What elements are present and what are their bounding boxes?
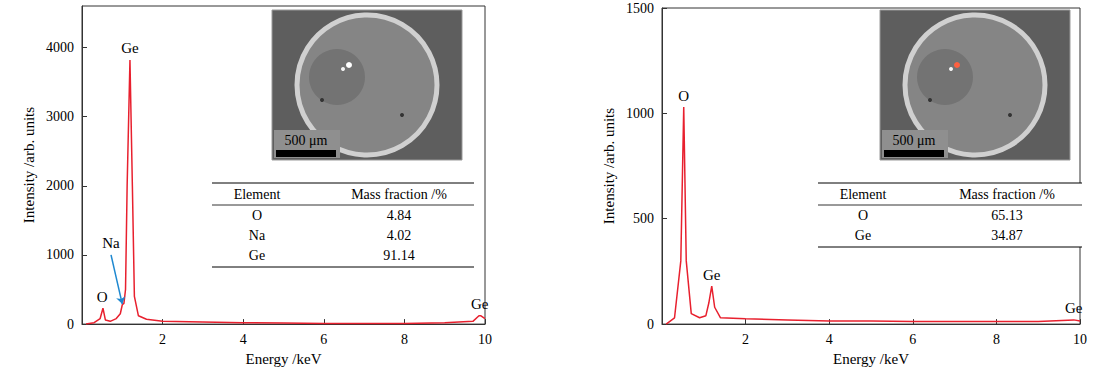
svg-text:O: O — [252, 208, 262, 223]
svg-text:Ge: Ge — [703, 267, 721, 283]
svg-text:6: 6 — [909, 332, 916, 347]
svg-text:8: 8 — [993, 332, 1000, 347]
svg-text:Ge: Ge — [1065, 300, 1083, 316]
svg-text:8: 8 — [401, 332, 408, 347]
svg-text:500: 500 — [633, 211, 654, 226]
svg-text:Na: Na — [249, 228, 266, 243]
svg-text:0: 0 — [647, 317, 654, 332]
svg-text:Energy /keV: Energy /keV — [833, 351, 909, 367]
svg-text:4: 4 — [826, 332, 833, 347]
svg-text:2: 2 — [742, 332, 749, 347]
svg-text:0: 0 — [67, 317, 74, 332]
svg-text:6: 6 — [320, 332, 327, 347]
svg-text:Mass fraction /%: Mass fraction /% — [351, 187, 447, 202]
svg-text:Ge: Ge — [121, 40, 139, 56]
svg-text:10: 10 — [1073, 332, 1087, 347]
svg-text:Element: Element — [840, 187, 887, 202]
svg-text:1500: 1500 — [626, 1, 654, 16]
svg-text:Na: Na — [102, 235, 120, 251]
svg-text:34.87: 34.87 — [991, 228, 1023, 243]
svg-text:Ge: Ge — [249, 248, 265, 263]
svg-text:O: O — [858, 208, 868, 223]
svg-text:4.02: 4.02 — [387, 228, 412, 243]
svg-text:Intensity /arb. units: Intensity /arb. units — [21, 107, 37, 223]
svg-text:O: O — [97, 289, 108, 305]
svg-text:4: 4 — [240, 332, 247, 347]
svg-text:O: O — [678, 88, 689, 104]
svg-text:65.13: 65.13 — [991, 208, 1023, 223]
svg-text:Energy /keV: Energy /keV — [246, 351, 322, 367]
svg-text:Intensity /arb. units: Intensity /arb. units — [601, 108, 617, 224]
svg-text:1000: 1000 — [46, 247, 74, 262]
svg-text:10: 10 — [478, 332, 492, 347]
svg-text:Element: Element — [234, 187, 281, 202]
svg-text:Mass fraction /%: Mass fraction /% — [959, 187, 1055, 202]
svg-text:500 μm: 500 μm — [893, 133, 936, 148]
svg-text:4.84: 4.84 — [387, 208, 412, 223]
svg-text:1000: 1000 — [626, 106, 654, 121]
svg-text:4000: 4000 — [46, 40, 74, 55]
svg-text:2000: 2000 — [46, 178, 74, 193]
svg-text:91.14: 91.14 — [383, 248, 415, 263]
svg-text:500 μm: 500 μm — [285, 133, 328, 148]
svg-text:Ge: Ge — [471, 296, 489, 312]
svg-text:3000: 3000 — [46, 109, 74, 124]
svg-text:2: 2 — [159, 332, 166, 347]
svg-text:Ge: Ge — [855, 228, 871, 243]
